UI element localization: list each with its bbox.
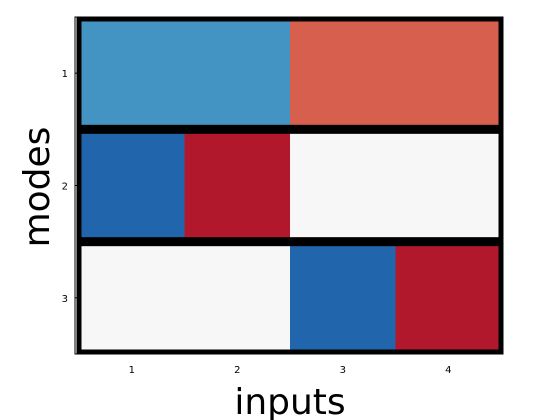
- y-tick-labels: 1 2 3: [62, 69, 79, 305]
- y-tick-label: 1: [62, 69, 68, 80]
- heatmap-cell-mode1-inputs3-4: [290, 17, 501, 130]
- x-tick-label: 3: [340, 365, 346, 376]
- x-tick-label: 1: [129, 365, 135, 376]
- y-axis-title: modes: [17, 127, 58, 248]
- heatmap-cell-mode2-inputs1-1: [79, 129, 185, 242]
- y-tick-label: 3: [62, 294, 68, 305]
- x-tick-labels: 1 2 3 4: [129, 350, 451, 376]
- x-axis-title: inputs: [234, 382, 345, 420]
- heatmap-cell-mode2-inputs3-4: [290, 129, 501, 242]
- heatmap-cell-mode1-inputs1-2: [79, 17, 290, 130]
- y-tick-label: 2: [62, 182, 68, 193]
- heatmap-cell-mode3-inputs3-3: [290, 241, 396, 354]
- heatmap-cell-mode3-inputs4-4: [395, 241, 501, 354]
- heatmap-cell-mode2-inputs2-2: [184, 129, 290, 242]
- x-tick-label: 2: [234, 365, 240, 376]
- heatmap-cells: [79, 17, 501, 354]
- heatmap-cell-mode3-inputs1-2: [79, 241, 290, 354]
- x-tick-label: 4: [445, 365, 451, 376]
